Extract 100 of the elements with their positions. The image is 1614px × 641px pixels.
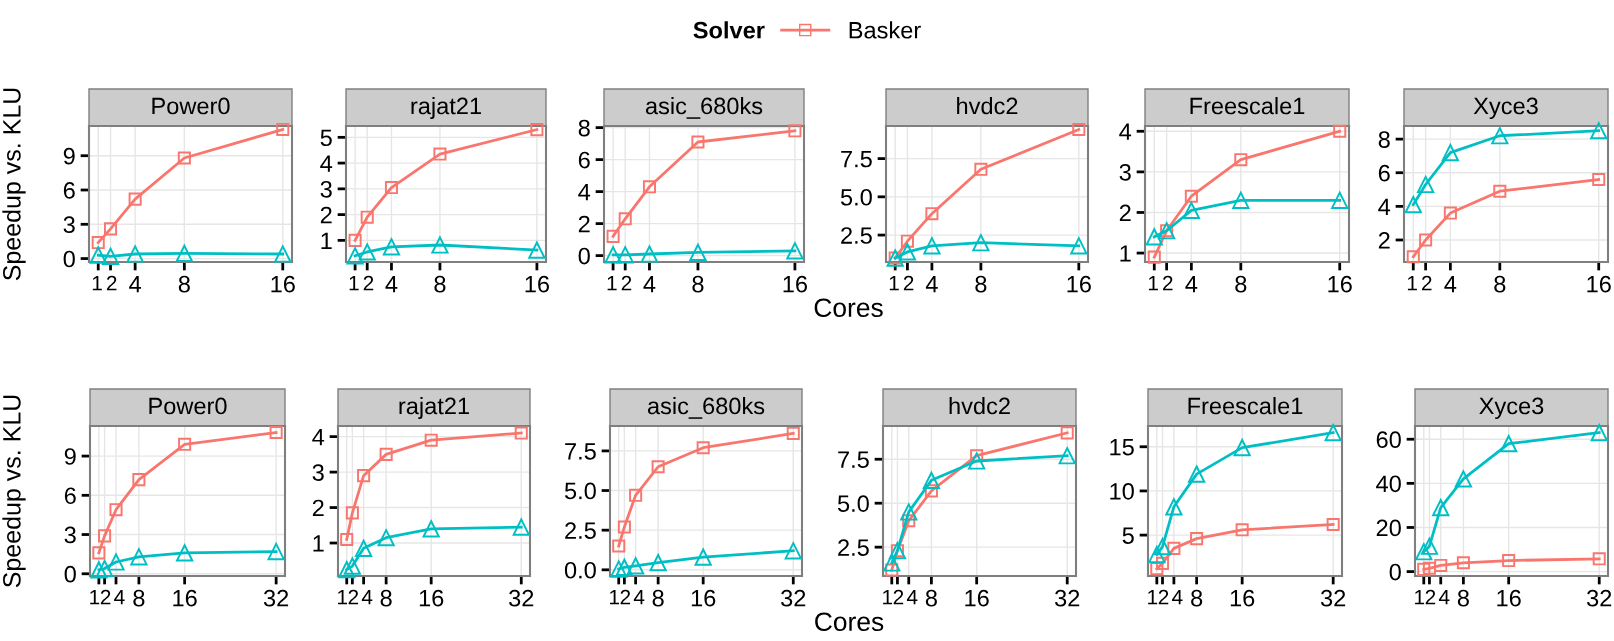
point — [612, 539, 626, 553]
point — [90, 561, 108, 579]
x-tick-label: 32 — [1055, 589, 1080, 607]
x-tick-label: 16 — [1587, 275, 1611, 293]
point — [107, 553, 125, 571]
point — [177, 151, 191, 165]
x-tick-label: 1 — [338, 589, 348, 605]
chart-title: Xyce3 — [1479, 397, 1544, 420]
x-tick-label: 2 — [1163, 275, 1173, 291]
point — [1404, 196, 1422, 214]
y-tick-label: 6 — [63, 182, 75, 199]
point — [691, 135, 705, 149]
point — [348, 233, 362, 247]
x-tick-label: 16 — [271, 275, 295, 293]
y-tick-label: 2 — [320, 206, 332, 224]
point — [784, 542, 802, 560]
y-tick-label: 7.5 — [841, 150, 872, 168]
x-tick-label: 16 — [173, 589, 197, 607]
y-tick-label: 10 — [1110, 483, 1134, 500]
point — [91, 236, 105, 250]
x-tick-label: 4 — [114, 589, 125, 605]
x-tick-label: 2 — [1422, 275, 1432, 291]
y-tick-label: 3 — [1119, 163, 1131, 181]
point — [514, 426, 528, 440]
y-tick-label: 0 — [578, 247, 590, 265]
point — [1333, 124, 1347, 138]
x-tick-label: 32 — [263, 589, 289, 607]
x-tick-label: 2 — [621, 275, 632, 291]
point — [128, 192, 142, 206]
x-tick-label: 16 — [419, 589, 444, 607]
y-tick-label: 1 — [313, 535, 324, 552]
point — [786, 426, 800, 440]
point — [355, 539, 373, 557]
point — [1417, 562, 1431, 576]
x-tick-label: 8 — [434, 275, 446, 293]
y-tick-label: 2.5 — [838, 539, 869, 556]
point — [1456, 556, 1470, 570]
x-tick-label: 1 — [883, 589, 893, 605]
y-tick-label: 5.0 — [564, 482, 596, 500]
y-tick-label: 3 — [312, 464, 324, 481]
point — [689, 243, 707, 262]
point — [274, 245, 292, 263]
y-tick-label: 20 — [1376, 519, 1401, 537]
point — [109, 503, 123, 517]
x-tick-label: 2 — [1158, 589, 1169, 605]
x-tick-label: 8 — [380, 589, 392, 607]
point — [1060, 426, 1074, 440]
point — [902, 514, 916, 528]
x-tick-label: 1 — [1148, 589, 1158, 605]
chart-title: Power0 — [149, 397, 227, 415]
point — [972, 234, 990, 252]
chart-title: Freescale1 — [1190, 97, 1305, 115]
x-tick-label: 8 — [1235, 275, 1247, 293]
x-tick-label: 32 — [1320, 589, 1346, 607]
point — [883, 554, 901, 572]
point — [101, 247, 120, 265]
point — [1592, 552, 1606, 566]
legend-title: Solver — [693, 21, 765, 39]
y-tick-label: 4 — [578, 183, 591, 201]
point — [340, 532, 354, 546]
chart-title: Xyce3 — [1473, 97, 1538, 120]
y-axis-title: Speedup vs. KLU — [2, 88, 26, 281]
y-tick-label: 7.5 — [838, 451, 869, 469]
point — [968, 452, 986, 470]
x-tick-label: 8 — [652, 589, 664, 607]
point — [1422, 561, 1436, 575]
point — [786, 242, 804, 260]
x-tick-label: 16 — [1328, 275, 1352, 293]
y-tick-label: 0 — [1389, 563, 1401, 581]
point — [89, 246, 107, 264]
point — [1420, 537, 1439, 555]
point — [269, 426, 283, 440]
point — [610, 560, 628, 578]
y-tick-label: 4 — [320, 155, 333, 172]
point — [1432, 499, 1450, 517]
point — [530, 123, 544, 137]
y-tick-label: 5 — [320, 129, 332, 147]
point — [627, 557, 645, 575]
point — [130, 548, 148, 566]
point — [384, 181, 398, 195]
point — [925, 207, 939, 221]
point — [1326, 517, 1340, 532]
point — [276, 122, 290, 136]
y-tick-label: 9 — [64, 448, 76, 465]
point — [1234, 153, 1248, 167]
point — [267, 542, 285, 561]
y-axis-title: Speedup vs. KLU — [2, 395, 26, 588]
y-tick-label: 0 — [64, 565, 76, 583]
chart-title: asic_680ks — [645, 97, 763, 119]
point — [642, 180, 656, 194]
y-tick-label: 4 — [312, 428, 325, 446]
chart-title: rajat21 — [399, 396, 469, 420]
point — [694, 548, 712, 566]
y-tick-label: 0 — [63, 250, 75, 268]
point — [1147, 250, 1161, 264]
point — [379, 447, 393, 461]
point — [1235, 523, 1249, 537]
chart-title: Power0 — [152, 97, 230, 115]
point — [1592, 172, 1606, 186]
x-tick-label: 4 — [1438, 589, 1450, 605]
